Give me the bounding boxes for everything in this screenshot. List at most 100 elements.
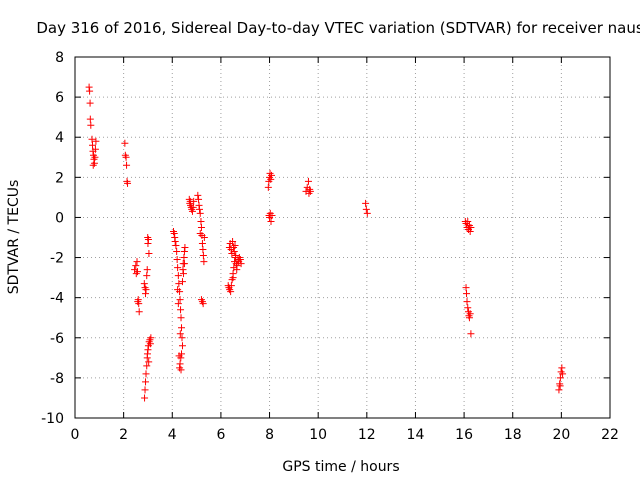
data-point <box>147 334 155 342</box>
data-point <box>143 350 151 358</box>
data-point <box>178 324 186 332</box>
data-points <box>85 83 567 402</box>
data-point <box>88 135 96 143</box>
data-point <box>142 370 150 378</box>
data-point <box>143 266 151 274</box>
data-point <box>199 252 207 260</box>
data-point <box>86 87 94 95</box>
data-point <box>556 374 564 382</box>
data-point <box>363 209 371 217</box>
data-point <box>173 248 181 256</box>
data-point <box>122 153 130 161</box>
data-point <box>195 195 203 203</box>
y-tick-label: -8 <box>50 371 64 387</box>
data-point <box>177 314 185 322</box>
data-point <box>176 296 184 304</box>
data-point <box>268 211 276 219</box>
y-axis-tick-labels: -10 -8 -6 -4 -2 0 2 4 6 8 <box>41 50 64 427</box>
data-point <box>145 250 153 258</box>
data-point <box>267 217 275 225</box>
data-point <box>171 238 179 246</box>
data-point <box>142 378 150 386</box>
data-point <box>178 278 186 286</box>
x-tick-label: 18 <box>504 427 522 443</box>
data-point <box>86 99 94 107</box>
data-point <box>466 310 474 318</box>
data-point <box>189 203 197 211</box>
data-point <box>140 280 148 288</box>
data-point <box>230 248 238 256</box>
data-point <box>144 234 152 241</box>
y-tick-label: 4 <box>55 130 64 146</box>
data-point <box>180 260 188 268</box>
y-tick-label: -4 <box>50 291 64 307</box>
data-point <box>179 266 187 274</box>
x-tick-label: 8 <box>265 427 274 443</box>
data-point <box>463 290 471 298</box>
x-axis-tick-labels: 0 2 4 6 8 10 12 14 16 18 20 22 <box>71 427 619 443</box>
y-axis-label: SDTVAR / TECUs <box>6 180 22 295</box>
data-point <box>132 262 140 270</box>
data-point <box>177 306 185 314</box>
data-point <box>464 304 472 312</box>
data-point <box>89 141 97 149</box>
data-point <box>555 386 563 394</box>
y-tick-label: 2 <box>55 170 64 186</box>
data-point <box>236 256 244 264</box>
data-point <box>558 364 566 372</box>
x-tick-label: 16 <box>455 427 473 443</box>
data-point <box>177 366 185 374</box>
data-point <box>135 308 143 316</box>
y-tick-label: 8 <box>55 50 64 66</box>
data-point <box>142 286 150 294</box>
x-axis-label: GPS time / hours <box>282 459 399 475</box>
data-point <box>264 183 272 191</box>
data-point <box>304 177 312 185</box>
x-tick-label: 22 <box>601 427 619 443</box>
data-point <box>198 240 206 248</box>
data-point <box>92 137 100 145</box>
data-point <box>91 153 99 161</box>
data-point <box>229 238 237 246</box>
x-tick-label: 10 <box>309 427 327 443</box>
data-point <box>200 234 208 241</box>
data-point <box>229 274 237 282</box>
x-tick-label: 6 <box>216 427 225 443</box>
y-tick-label: 0 <box>55 210 64 226</box>
data-point <box>463 298 471 306</box>
data-point <box>178 334 186 342</box>
data-point <box>186 197 194 205</box>
data-point <box>267 171 275 179</box>
data-point <box>143 272 151 280</box>
y-tick-label: -6 <box>50 331 64 347</box>
data-point <box>145 358 153 366</box>
data-point <box>91 145 99 153</box>
axis-ticks <box>74 56 611 419</box>
data-point <box>173 256 181 264</box>
data-point <box>121 139 129 147</box>
data-point <box>227 288 235 296</box>
data-point <box>174 300 182 308</box>
data-point <box>464 217 472 225</box>
data-point <box>362 199 370 207</box>
x-tick-label: 0 <box>71 427 80 443</box>
data-point <box>188 207 196 215</box>
data-point <box>200 258 208 266</box>
data-point <box>362 205 370 213</box>
data-point <box>467 330 475 338</box>
data-point <box>196 205 204 213</box>
data-point <box>199 300 207 308</box>
data-point <box>87 121 95 129</box>
data-point <box>467 223 475 231</box>
x-tick-label: 20 <box>552 427 570 443</box>
chart-title: Day 316 of 2016, Sidereal Day-to-day VTE… <box>36 19 640 37</box>
data-point <box>465 314 473 322</box>
data-point <box>133 268 141 276</box>
data-point <box>559 370 567 378</box>
data-point <box>196 209 204 217</box>
data-point <box>180 254 188 262</box>
data-point <box>174 272 182 280</box>
data-point <box>231 242 239 250</box>
